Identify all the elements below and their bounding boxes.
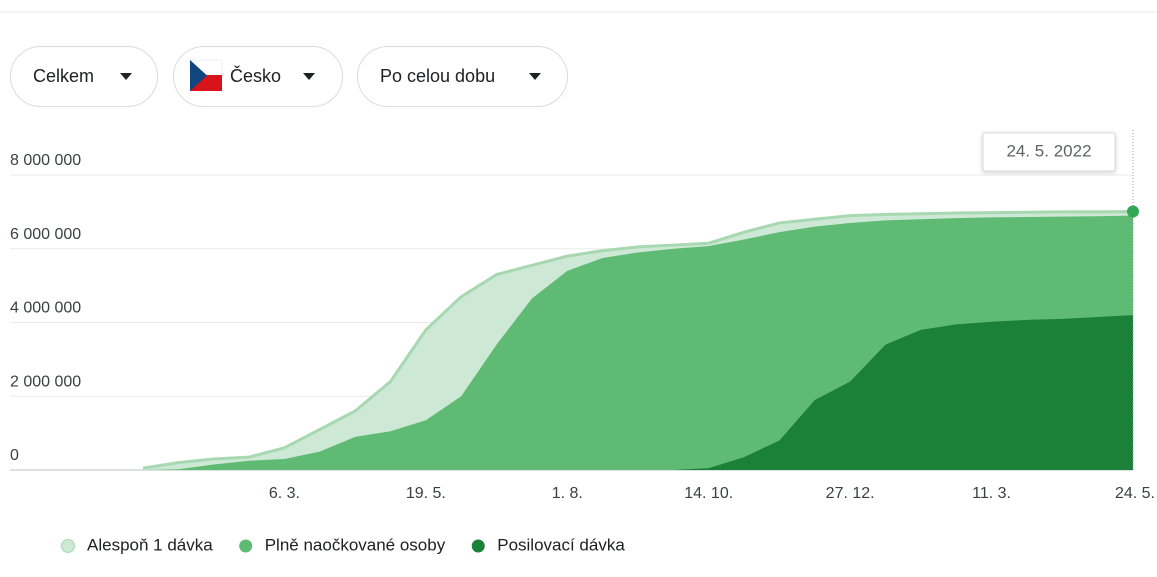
caret <box>303 73 315 80</box>
legend-swatch <box>471 539 485 553</box>
y-tick-label: 8 000 000 <box>10 152 81 169</box>
filter-period[interactable]: Po celou dobu <box>357 46 568 107</box>
x-tick-label: 24. 5. <box>1115 485 1155 502</box>
filter-label: Celkem <box>33 66 94 86</box>
legend-swatch <box>239 539 253 553</box>
x-tick-label: 6. 3. <box>269 485 300 502</box>
area-line <box>142 210 1134 470</box>
chart: 0 2 000 000 4 000 000 6 000 000 8 000 000 24.… <box>10 130 1155 554</box>
filter-country[interactable]: Česko <box>173 46 343 107</box>
flag <box>189 59 223 91</box>
y-tick-label: 4 000 000 <box>10 300 81 317</box>
y-tick-label: 6 000 000 <box>10 226 81 243</box>
caret <box>529 73 541 80</box>
filter-label: Česko <box>230 65 281 86</box>
x-tick-label: 1. 8. <box>552 485 583 502</box>
area <box>143 315 1133 470</box>
legend-swatch <box>61 539 75 553</box>
tooltip-box <box>982 132 1116 172</box>
x-tick-label: 14. 10. <box>684 485 733 502</box>
filter-button[interactable] <box>10 46 158 107</box>
filter-button[interactable] <box>357 46 568 107</box>
hover-dot <box>1127 205 1139 218</box>
tooltip-text: 24. 5. 2022 <box>1006 141 1091 160</box>
x-tick-label: 27. 12. <box>826 485 875 502</box>
legend-label: Alespoň 1 dávka <box>87 535 213 554</box>
caret <box>120 73 132 80</box>
legend-label: Posilovací dávka <box>497 535 625 554</box>
filter-celkem[interactable]: Celkem <box>10 46 158 107</box>
filter-label: Po celou dobu <box>380 66 495 86</box>
legend-label: Plně naočkované osoby <box>265 535 446 554</box>
y-tick-label: 0 <box>10 447 19 464</box>
y-tick-label: 2 000 000 <box>10 373 81 390</box>
x-tick-label: 11. 3. <box>972 485 1011 502</box>
x-tick-label: 19. 5. <box>406 485 446 502</box>
